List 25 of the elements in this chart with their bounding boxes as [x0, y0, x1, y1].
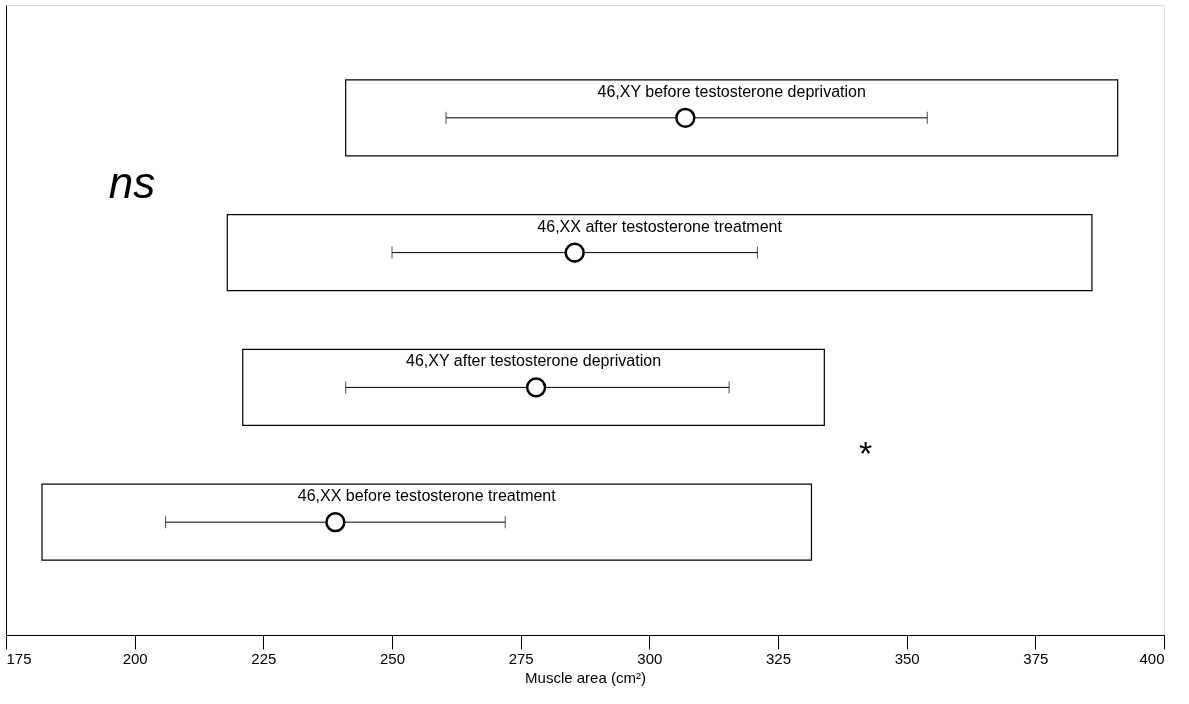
bar: [226, 214, 1093, 292]
x-tick-label: 225: [251, 649, 277, 667]
point: [525, 377, 547, 398]
x-tick-label: 375: [1023, 649, 1049, 667]
x-axis-title: Muscle area (cm²): [525, 668, 646, 686]
annotation: *: [858, 433, 873, 472]
y-tick-label: 46,XY before testosterone deprivation: [597, 82, 866, 100]
x-tick-label: 200: [122, 649, 148, 667]
x-tick-label: 250: [379, 649, 406, 667]
bar: [242, 348, 825, 426]
x-tick-label: 175: [6, 649, 32, 667]
x-tick-label: 300: [637, 649, 663, 667]
x-tick-label: 400: [1139, 649, 1165, 667]
bar: [345, 79, 1119, 157]
y-tick-label: 46,XX before testosterone treatment: [297, 487, 557, 505]
point: [325, 512, 346, 533]
bar: [41, 483, 813, 561]
x-tick-label: 325: [765, 649, 792, 667]
point: [564, 242, 585, 263]
x-tick-label: 350: [894, 649, 920, 667]
y-tick-label: 46,XX after testosterone treatment: [537, 217, 783, 235]
annotation: ns: [108, 158, 156, 208]
x-tick-label: 275: [508, 649, 534, 667]
point: [675, 107, 696, 128]
y-tick-label: 46,XY after testosterone deprivation: [406, 352, 662, 370]
